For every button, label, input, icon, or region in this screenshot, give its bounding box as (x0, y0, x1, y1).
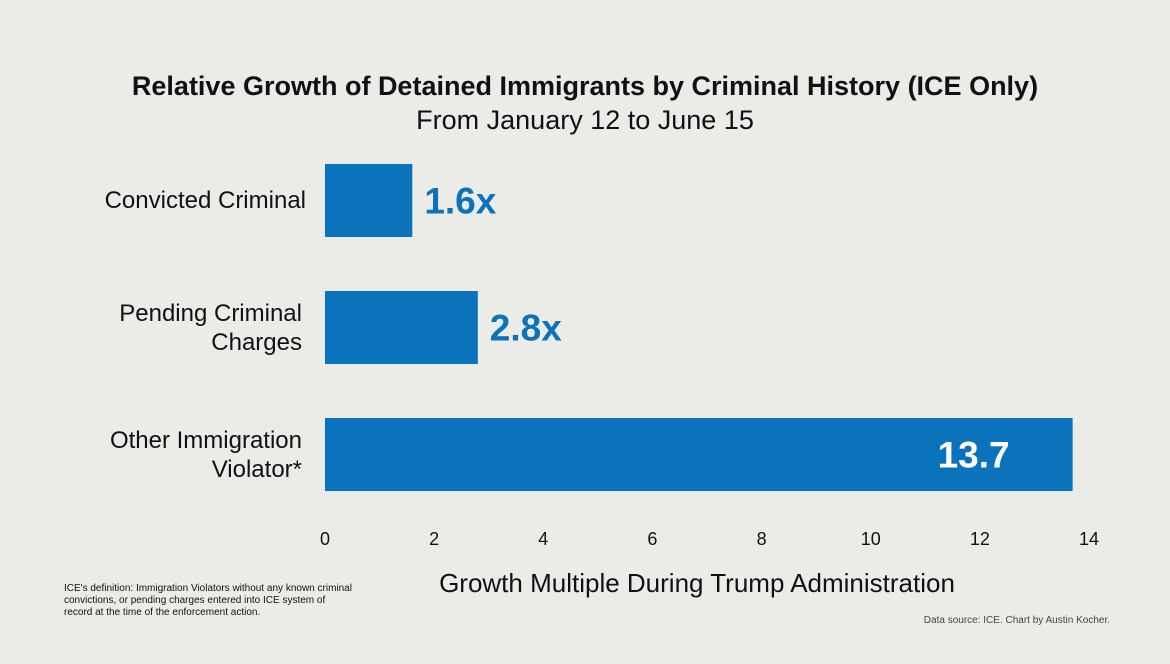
chart-subtitle: From January 12 to June 15 (416, 105, 754, 135)
chart-title: Relative Growth of Detained Immigrants b… (131, 71, 1039, 101)
x-tick-label: 2 (429, 529, 439, 549)
bar-pending-criminal-charges (325, 291, 478, 364)
value-label-convicted-criminal: 1.6x (424, 181, 496, 222)
value-label-other-immigration-violator: 13.7 (938, 435, 1010, 476)
x-tick-label: 14 (1079, 529, 1099, 549)
bar-convicted-criminal (325, 164, 413, 237)
bar-other-immigration-violator (325, 418, 1073, 491)
x-tick-label: 8 (757, 529, 767, 549)
value-labels-group: 1.6x 2.8x 13.7 (424, 181, 1009, 476)
bars-group (325, 164, 1073, 491)
x-tick-labels-group: 0 2 4 6 8 10 12 14 (320, 529, 1099, 549)
x-axis-label: Growth Multiple During Trump Administrat… (439, 568, 955, 598)
x-tick-label: 4 (538, 529, 548, 549)
category-label-other-immigration-violator: Other Immigration Violator* (109, 427, 302, 483)
x-tick-label: 12 (970, 529, 990, 549)
x-tick-label: 10 (861, 529, 881, 549)
category-label-pending-criminal-charges: Pending Criminal Charges (119, 300, 302, 356)
value-label-pending-criminal-charges: 2.8x (490, 308, 562, 349)
category-label-convicted-criminal: Convicted Criminal (104, 187, 306, 214)
footnote: ICE's definition: Immigration Violators … (64, 583, 352, 618)
x-tick-label: 0 (320, 529, 330, 549)
data-source: Data source: ICE. Chart by Austin Kocher… (923, 615, 1110, 626)
x-tick-label: 6 (647, 529, 657, 549)
